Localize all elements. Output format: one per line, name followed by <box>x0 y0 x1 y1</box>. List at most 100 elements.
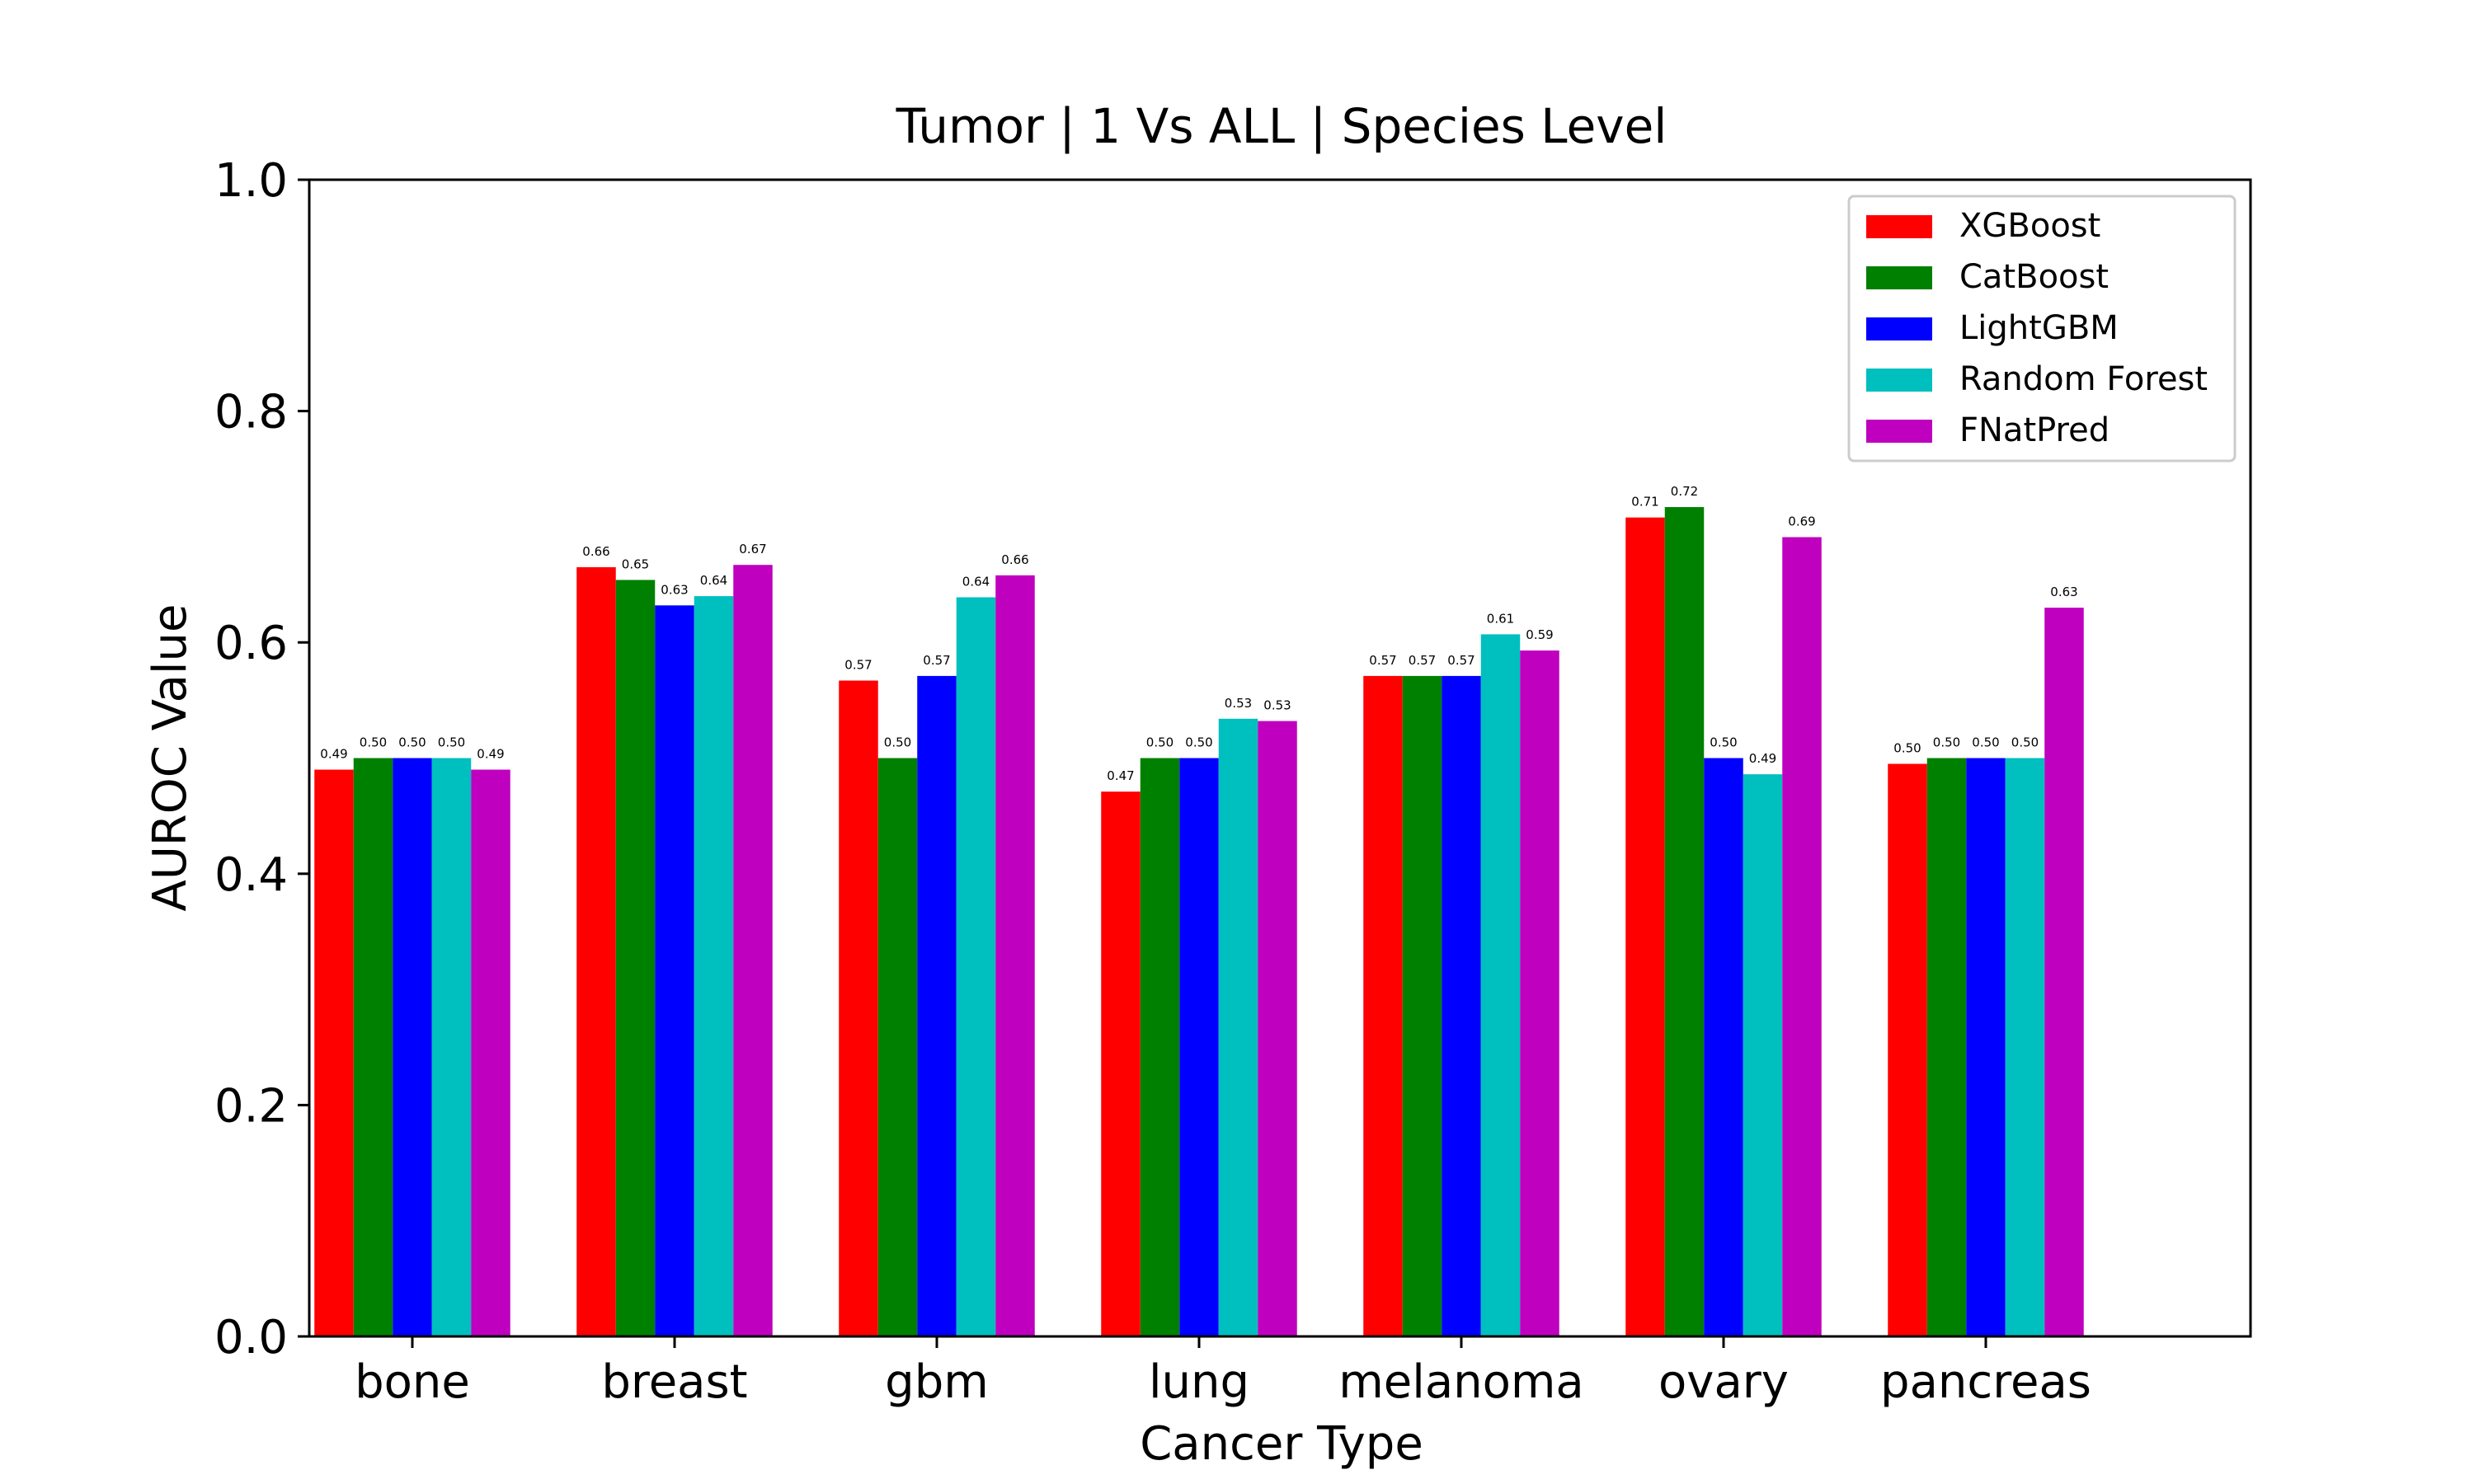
bar-melanoma-xgboost <box>1363 675 1403 1336</box>
data-label-ovary-catboost: 0.72 <box>1671 484 1698 499</box>
y-tick-label: 0.8 <box>214 386 288 439</box>
data-label-breast-xgboost: 0.66 <box>582 544 609 559</box>
bar-bone-fnatpred <box>471 769 510 1336</box>
bar-pancreas-catboost <box>1926 758 1967 1336</box>
x-tick-label-bone: bone <box>355 1355 470 1409</box>
x-tick-label-gbm: gbm <box>885 1355 989 1409</box>
bar-lung-random-forest <box>1218 718 1258 1336</box>
bar-ovary-catboost <box>1664 507 1705 1336</box>
bar-ovary-xgboost <box>1625 517 1665 1336</box>
data-label-lung-xgboost: 0.47 <box>1107 768 1134 783</box>
legend-swatch-fnatpred <box>1866 420 1932 443</box>
bar-pancreas-random-forest <box>2005 758 2045 1336</box>
bar-ovary-fnatpred <box>1782 537 1822 1336</box>
data-label-melanoma-xgboost: 0.57 <box>1369 653 1396 668</box>
bar-bone-xgboost <box>314 769 354 1336</box>
data-label-bone-fnatpred: 0.49 <box>477 747 504 762</box>
y-tick-label: 0.2 <box>214 1079 288 1133</box>
bar-bone-lightgbm <box>393 758 432 1336</box>
x-tick-label-pancreas: pancreas <box>1880 1355 2091 1409</box>
y-tick-label: 0.0 <box>214 1311 288 1364</box>
data-label-melanoma-fnatpred: 0.59 <box>1526 627 1553 642</box>
data-label-lung-fnatpred: 0.53 <box>1263 698 1291 713</box>
y-axis: 0.0 0.2 0.4 0.6 0.8 1.0 <box>214 154 309 1364</box>
data-label-melanoma-catboost: 0.57 <box>1409 653 1436 668</box>
bar-breast-xgboost <box>576 567 616 1336</box>
x-tick-label-lung: lung <box>1149 1355 1249 1409</box>
x-tick-label-ovary: ovary <box>1658 1355 1789 1409</box>
x-tick-label-melanoma: melanoma <box>1338 1355 1584 1409</box>
bar-breast-random-forest <box>694 596 734 1336</box>
y-axis-label: AUROC Value <box>143 604 197 912</box>
data-label-lung-lightgbm: 0.50 <box>1185 735 1212 750</box>
data-label-bone-lightgbm: 0.50 <box>398 735 426 750</box>
data-label-bone-catboost: 0.50 <box>360 735 387 750</box>
bar-lung-fnatpred <box>1258 721 1297 1336</box>
data-label-bone-xgboost: 0.49 <box>320 747 347 762</box>
data-label-bone-random-forest: 0.50 <box>438 735 465 750</box>
data-label-breast-fnatpred: 0.67 <box>739 542 766 556</box>
data-label-ovary-random-forest: 0.49 <box>1749 751 1776 766</box>
data-label-pancreas-catboost: 0.50 <box>1933 735 1960 750</box>
bar-gbm-lightgbm <box>917 675 957 1336</box>
bar-gbm-catboost <box>877 758 918 1336</box>
bars-layer <box>314 507 2084 1336</box>
data-label-breast-random-forest: 0.64 <box>700 573 727 588</box>
legend-label-lightgbm: LightGBM <box>1959 309 2119 347</box>
bar-bone-random-forest <box>431 758 472 1336</box>
data-label-lung-random-forest: 0.53 <box>1225 696 1252 711</box>
data-labels-layer: 0.49 0.50 0.50 0.50 0.49 0.66 0.65 0.63 0.64 0.67… <box>320 484 2077 783</box>
data-label-breast-catboost: 0.65 <box>622 556 649 571</box>
x-tick-label-breast: breast <box>601 1355 747 1409</box>
legend-label-xgboost: XGBoost <box>1959 207 2100 245</box>
bar-pancreas-fnatpred <box>2044 608 2084 1336</box>
data-label-melanoma-random-forest: 0.61 <box>1487 611 1514 626</box>
data-label-gbm-lightgbm: 0.57 <box>923 653 950 668</box>
data-label-ovary-fnatpred: 0.69 <box>1788 514 1815 529</box>
bar-gbm-fnatpred <box>995 575 1035 1336</box>
data-label-gbm-random-forest: 0.64 <box>962 574 990 589</box>
data-label-gbm-xgboost: 0.57 <box>844 657 872 672</box>
data-label-gbm-catboost: 0.50 <box>884 735 911 750</box>
bar-melanoma-fnatpred <box>1520 650 1559 1336</box>
bar-lung-xgboost <box>1101 791 1141 1336</box>
bar-pancreas-lightgbm <box>1966 758 2006 1336</box>
data-label-breast-lightgbm: 0.63 <box>661 582 688 597</box>
data-label-melanoma-lightgbm: 0.57 <box>1447 653 1475 668</box>
legend-swatch-catboost <box>1866 266 1932 289</box>
data-label-pancreas-lightgbm: 0.50 <box>1972 735 1999 750</box>
chart-title: Tumor | 1 Vs ALL | Species Level <box>896 98 1667 154</box>
bar-melanoma-catboost <box>1402 675 1442 1336</box>
bar-melanoma-lightgbm <box>1442 675 1481 1336</box>
bar-melanoma-random-forest <box>1480 634 1521 1336</box>
y-tick-label: 0.4 <box>214 848 288 902</box>
bar-ovary-lightgbm <box>1704 758 1743 1336</box>
bar-breast-fnatpred <box>733 565 773 1336</box>
y-tick-label: 1.0 <box>214 154 288 208</box>
bar-gbm-random-forest <box>956 597 996 1336</box>
data-label-ovary-xgboost: 0.71 <box>1631 495 1658 510</box>
legend-label-fnatpred: FNatPred <box>1959 411 2109 449</box>
data-label-ovary-lightgbm: 0.50 <box>1710 735 1737 750</box>
legend-label-catboost: CatBoost <box>1959 258 2109 296</box>
data-label-pancreas-random-forest: 0.50 <box>2011 735 2039 750</box>
x-axis: bone breast gbm lung melanoma ovary pancreas <box>355 1336 2091 1409</box>
data-label-lung-catboost: 0.50 <box>1146 735 1174 750</box>
legend-swatch-random-forest <box>1866 369 1932 392</box>
data-label-pancreas-fnatpred: 0.63 <box>2050 585 2077 599</box>
bar-breast-lightgbm <box>655 605 694 1336</box>
legend-label-random-forest: Random Forest <box>1959 360 2208 398</box>
legend: XGBoost CatBoost LightGBM Random Forest FNat… <box>1847 195 2236 463</box>
bar-lung-catboost <box>1140 758 1180 1336</box>
x-axis-label: Cancer Type <box>1140 1417 1423 1471</box>
legend-swatch-xgboost <box>1866 215 1932 238</box>
data-label-pancreas-xgboost: 0.50 <box>1893 741 1921 756</box>
bar-gbm-xgboost <box>839 680 878 1336</box>
data-label-gbm-fnatpred: 0.66 <box>1001 552 1028 567</box>
bar-bone-catboost <box>353 758 393 1336</box>
bar-ovary-random-forest <box>1743 774 1783 1336</box>
legend-swatch-lightgbm <box>1866 317 1932 340</box>
bar-pancreas-xgboost <box>1888 763 1927 1336</box>
bar-breast-catboost <box>615 580 656 1336</box>
y-tick-label: 0.6 <box>214 617 288 670</box>
